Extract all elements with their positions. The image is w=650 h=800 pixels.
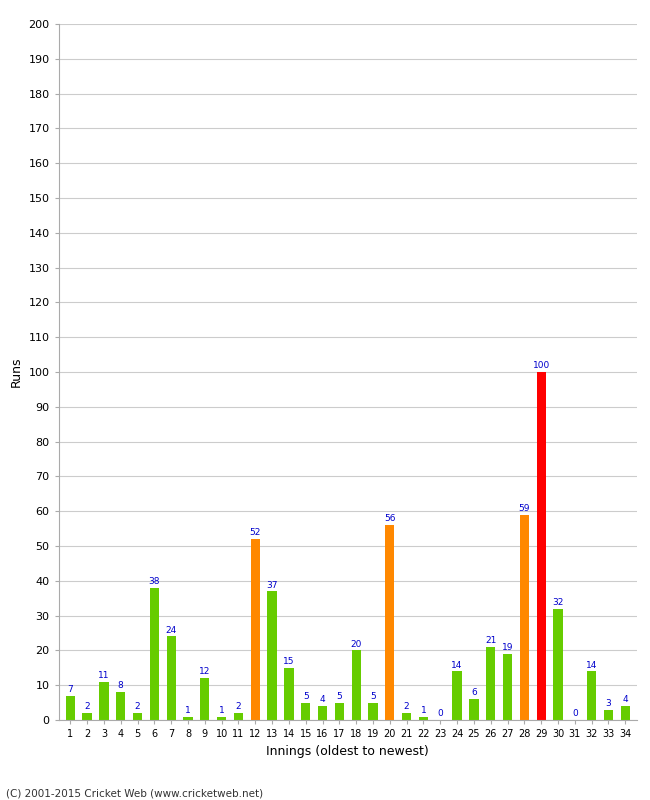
Text: 3: 3 (606, 699, 611, 708)
Text: 21: 21 (485, 636, 497, 645)
Bar (183, 717, 192, 720)
Text: 0: 0 (437, 710, 443, 718)
Text: 56: 56 (384, 514, 396, 523)
Text: 6: 6 (471, 688, 476, 698)
Bar (150, 588, 159, 720)
Text: 59: 59 (519, 504, 530, 513)
Text: 52: 52 (250, 528, 261, 538)
Bar (267, 591, 277, 720)
Text: 7: 7 (68, 685, 73, 694)
Bar (217, 717, 226, 720)
Text: 19: 19 (502, 643, 514, 652)
Bar (369, 702, 378, 720)
X-axis label: Innings (oldest to newest): Innings (oldest to newest) (266, 745, 429, 758)
Text: 12: 12 (199, 667, 211, 677)
Bar (536, 372, 546, 720)
Text: 1: 1 (421, 706, 426, 714)
Bar (452, 671, 462, 720)
Bar (284, 668, 294, 720)
Bar (486, 647, 495, 720)
Bar (301, 702, 310, 720)
Bar (385, 525, 395, 720)
Text: 14: 14 (451, 661, 463, 670)
Bar (553, 609, 563, 720)
Text: 2: 2 (135, 702, 140, 711)
Text: 5: 5 (337, 692, 342, 701)
Bar (604, 710, 613, 720)
Text: 37: 37 (266, 581, 278, 590)
Bar (133, 713, 142, 720)
Text: 32: 32 (552, 598, 564, 607)
Bar (166, 637, 176, 720)
Text: 2: 2 (236, 702, 241, 711)
Text: 4: 4 (320, 695, 326, 704)
Bar (352, 650, 361, 720)
Bar (116, 692, 125, 720)
Bar (83, 713, 92, 720)
Text: 2: 2 (84, 702, 90, 711)
Bar (200, 678, 209, 720)
Text: 4: 4 (623, 695, 628, 704)
Bar (469, 699, 478, 720)
Bar (587, 671, 596, 720)
Bar (503, 654, 512, 720)
Bar (520, 514, 529, 720)
Bar (318, 706, 327, 720)
Y-axis label: Runs: Runs (10, 357, 23, 387)
Text: 11: 11 (98, 671, 110, 680)
Bar (402, 713, 411, 720)
Bar (335, 702, 344, 720)
Text: 8: 8 (118, 682, 124, 690)
Text: 38: 38 (149, 577, 160, 586)
Text: 15: 15 (283, 657, 294, 666)
Text: 20: 20 (350, 640, 362, 649)
Text: 1: 1 (219, 706, 224, 714)
Bar (621, 706, 630, 720)
Text: 100: 100 (532, 362, 550, 370)
Text: (C) 2001-2015 Cricket Web (www.cricketweb.net): (C) 2001-2015 Cricket Web (www.cricketwe… (6, 788, 264, 798)
Bar (251, 539, 260, 720)
Text: 14: 14 (586, 661, 597, 670)
Text: 24: 24 (166, 626, 177, 634)
Bar (66, 696, 75, 720)
Text: 1: 1 (185, 706, 191, 714)
Text: 0: 0 (572, 710, 578, 718)
Bar (234, 713, 243, 720)
Text: 2: 2 (404, 702, 410, 711)
Text: 5: 5 (303, 692, 309, 701)
Text: 5: 5 (370, 692, 376, 701)
Bar (419, 717, 428, 720)
Bar (99, 682, 109, 720)
